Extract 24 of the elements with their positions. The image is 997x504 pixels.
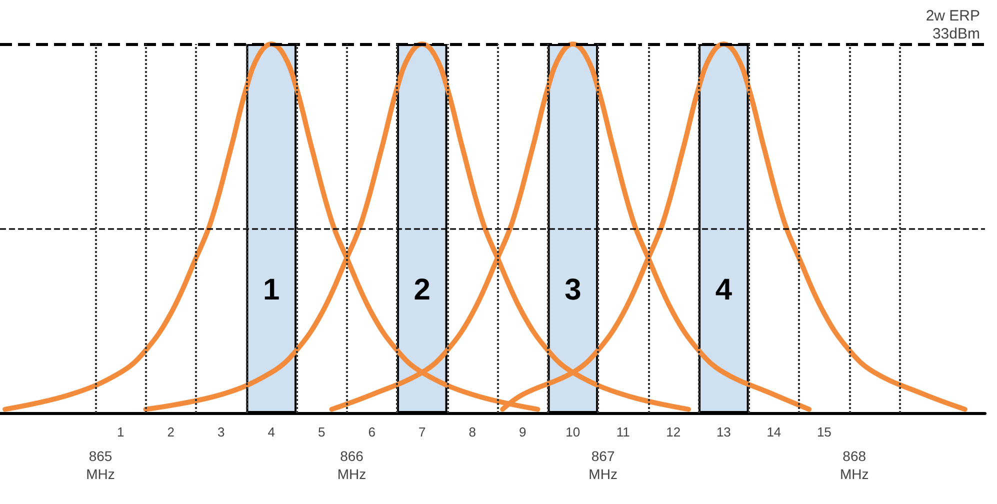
x-tick-label: 12 — [666, 424, 681, 440]
x-tick-label: 2 — [167, 424, 174, 440]
x2-tick-label: 865 MHz — [86, 448, 115, 482]
annotation: 3 — [564, 274, 582, 306]
x-tick-label: 9 — [519, 424, 526, 440]
x-tick-label: 8 — [468, 424, 476, 440]
annotation: 1 — [263, 274, 280, 306]
x2-tick-label: 868 MHz — [840, 448, 869, 482]
x-tick-label: 3 — [218, 424, 225, 440]
annotation: 4 — [715, 274, 732, 306]
ref-line-label: 2w ERP 33dBm — [926, 8, 980, 42]
x-tick-label: 4 — [268, 424, 275, 440]
x-tick-label: 14 — [766, 424, 782, 440]
annotation: 2 — [414, 274, 430, 306]
x-tick-label: 5 — [318, 424, 326, 440]
x-tick-label: 6 — [368, 424, 376, 440]
x-tick-label: 13 — [716, 424, 731, 440]
x2-tick-label: 866 MHz — [337, 448, 366, 482]
x-tick-label: 10 — [566, 424, 580, 440]
x-tick-label: 1 — [116, 424, 124, 440]
x-tick-label: 15 — [816, 424, 832, 440]
x-tick-label: 11 — [616, 424, 630, 440]
x2-tick-label: 867 MHz — [588, 448, 618, 482]
x-tick-label: 7 — [418, 424, 426, 440]
